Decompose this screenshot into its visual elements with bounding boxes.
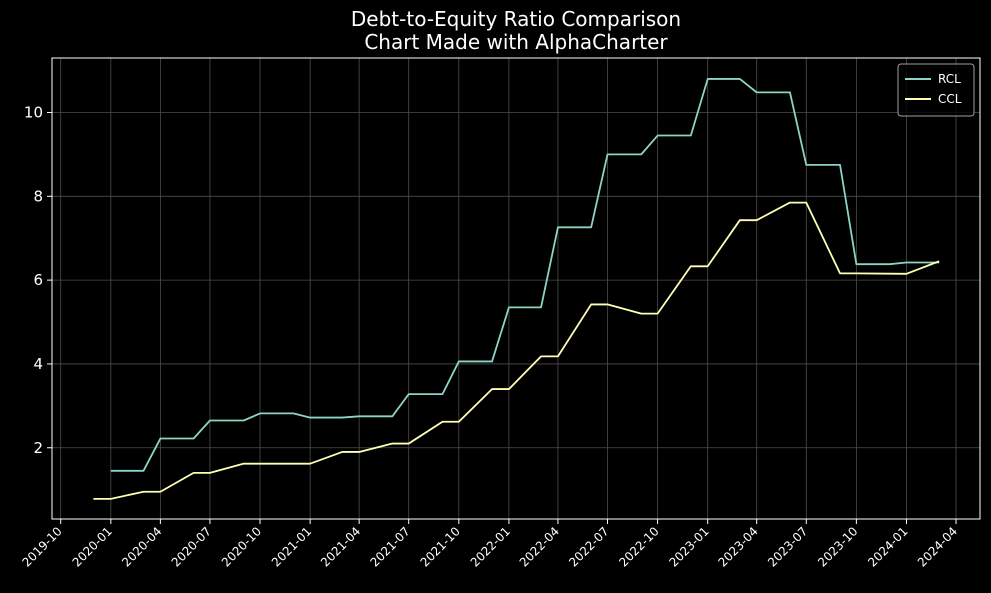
legend-label: RCL xyxy=(938,72,961,86)
x-tick-label: 2021-01 xyxy=(269,524,314,569)
y-tick-label: 4 xyxy=(33,355,43,373)
x-tick-label: 2024-04 xyxy=(915,524,960,569)
x-tick-label: 2020-01 xyxy=(70,524,115,569)
x-tick-label: 2020-04 xyxy=(119,524,164,569)
x-tick-label: 2021-10 xyxy=(418,524,463,569)
legend-label: CCL xyxy=(938,92,962,106)
x-tick-label: 2022-07 xyxy=(566,524,611,569)
chart-subtitle: Chart Made with AlphaCharter xyxy=(364,30,668,54)
x-tick-label: 2020-10 xyxy=(219,524,264,569)
y-tick-label: 6 xyxy=(33,271,43,289)
x-tick-label: 2023-07 xyxy=(765,524,810,569)
x-tick-label: 2021-04 xyxy=(318,524,363,569)
x-tick-label: 2019-10 xyxy=(19,524,64,569)
y-tick-label: 8 xyxy=(33,187,43,205)
series-line-rcl xyxy=(110,78,940,472)
plot-frame xyxy=(51,57,981,520)
x-tick-label: 2023-04 xyxy=(715,524,760,569)
legend: RCL CCL xyxy=(897,63,975,117)
x-tick-label: 2020-07 xyxy=(169,524,214,569)
chart-title: Debt-to-Equity Ratio Comparison xyxy=(351,7,681,31)
series-line-ccl xyxy=(93,201,940,500)
series-lines xyxy=(93,78,940,500)
x-tick-label: 2024-01 xyxy=(865,524,910,569)
legend-box xyxy=(897,63,975,117)
x-axis: 2019-10 2020-01 2020-04 2020-07 2020-10 2021-… xyxy=(19,519,960,570)
grid-lines xyxy=(52,58,980,519)
x-tick-label: 2022-01 xyxy=(468,524,513,569)
x-tick-label: 2023-01 xyxy=(666,524,711,569)
y-axis: 2 4 6 8 10 xyxy=(24,103,52,457)
x-tick-label: 2023-10 xyxy=(815,524,860,569)
x-tick-label: 2021-07 xyxy=(367,524,412,569)
y-tick-label: 10 xyxy=(24,103,43,121)
x-tick-label: 2022-10 xyxy=(616,524,661,569)
y-tick-label: 2 xyxy=(33,439,43,457)
x-tick-label: 2022-04 xyxy=(517,524,562,569)
